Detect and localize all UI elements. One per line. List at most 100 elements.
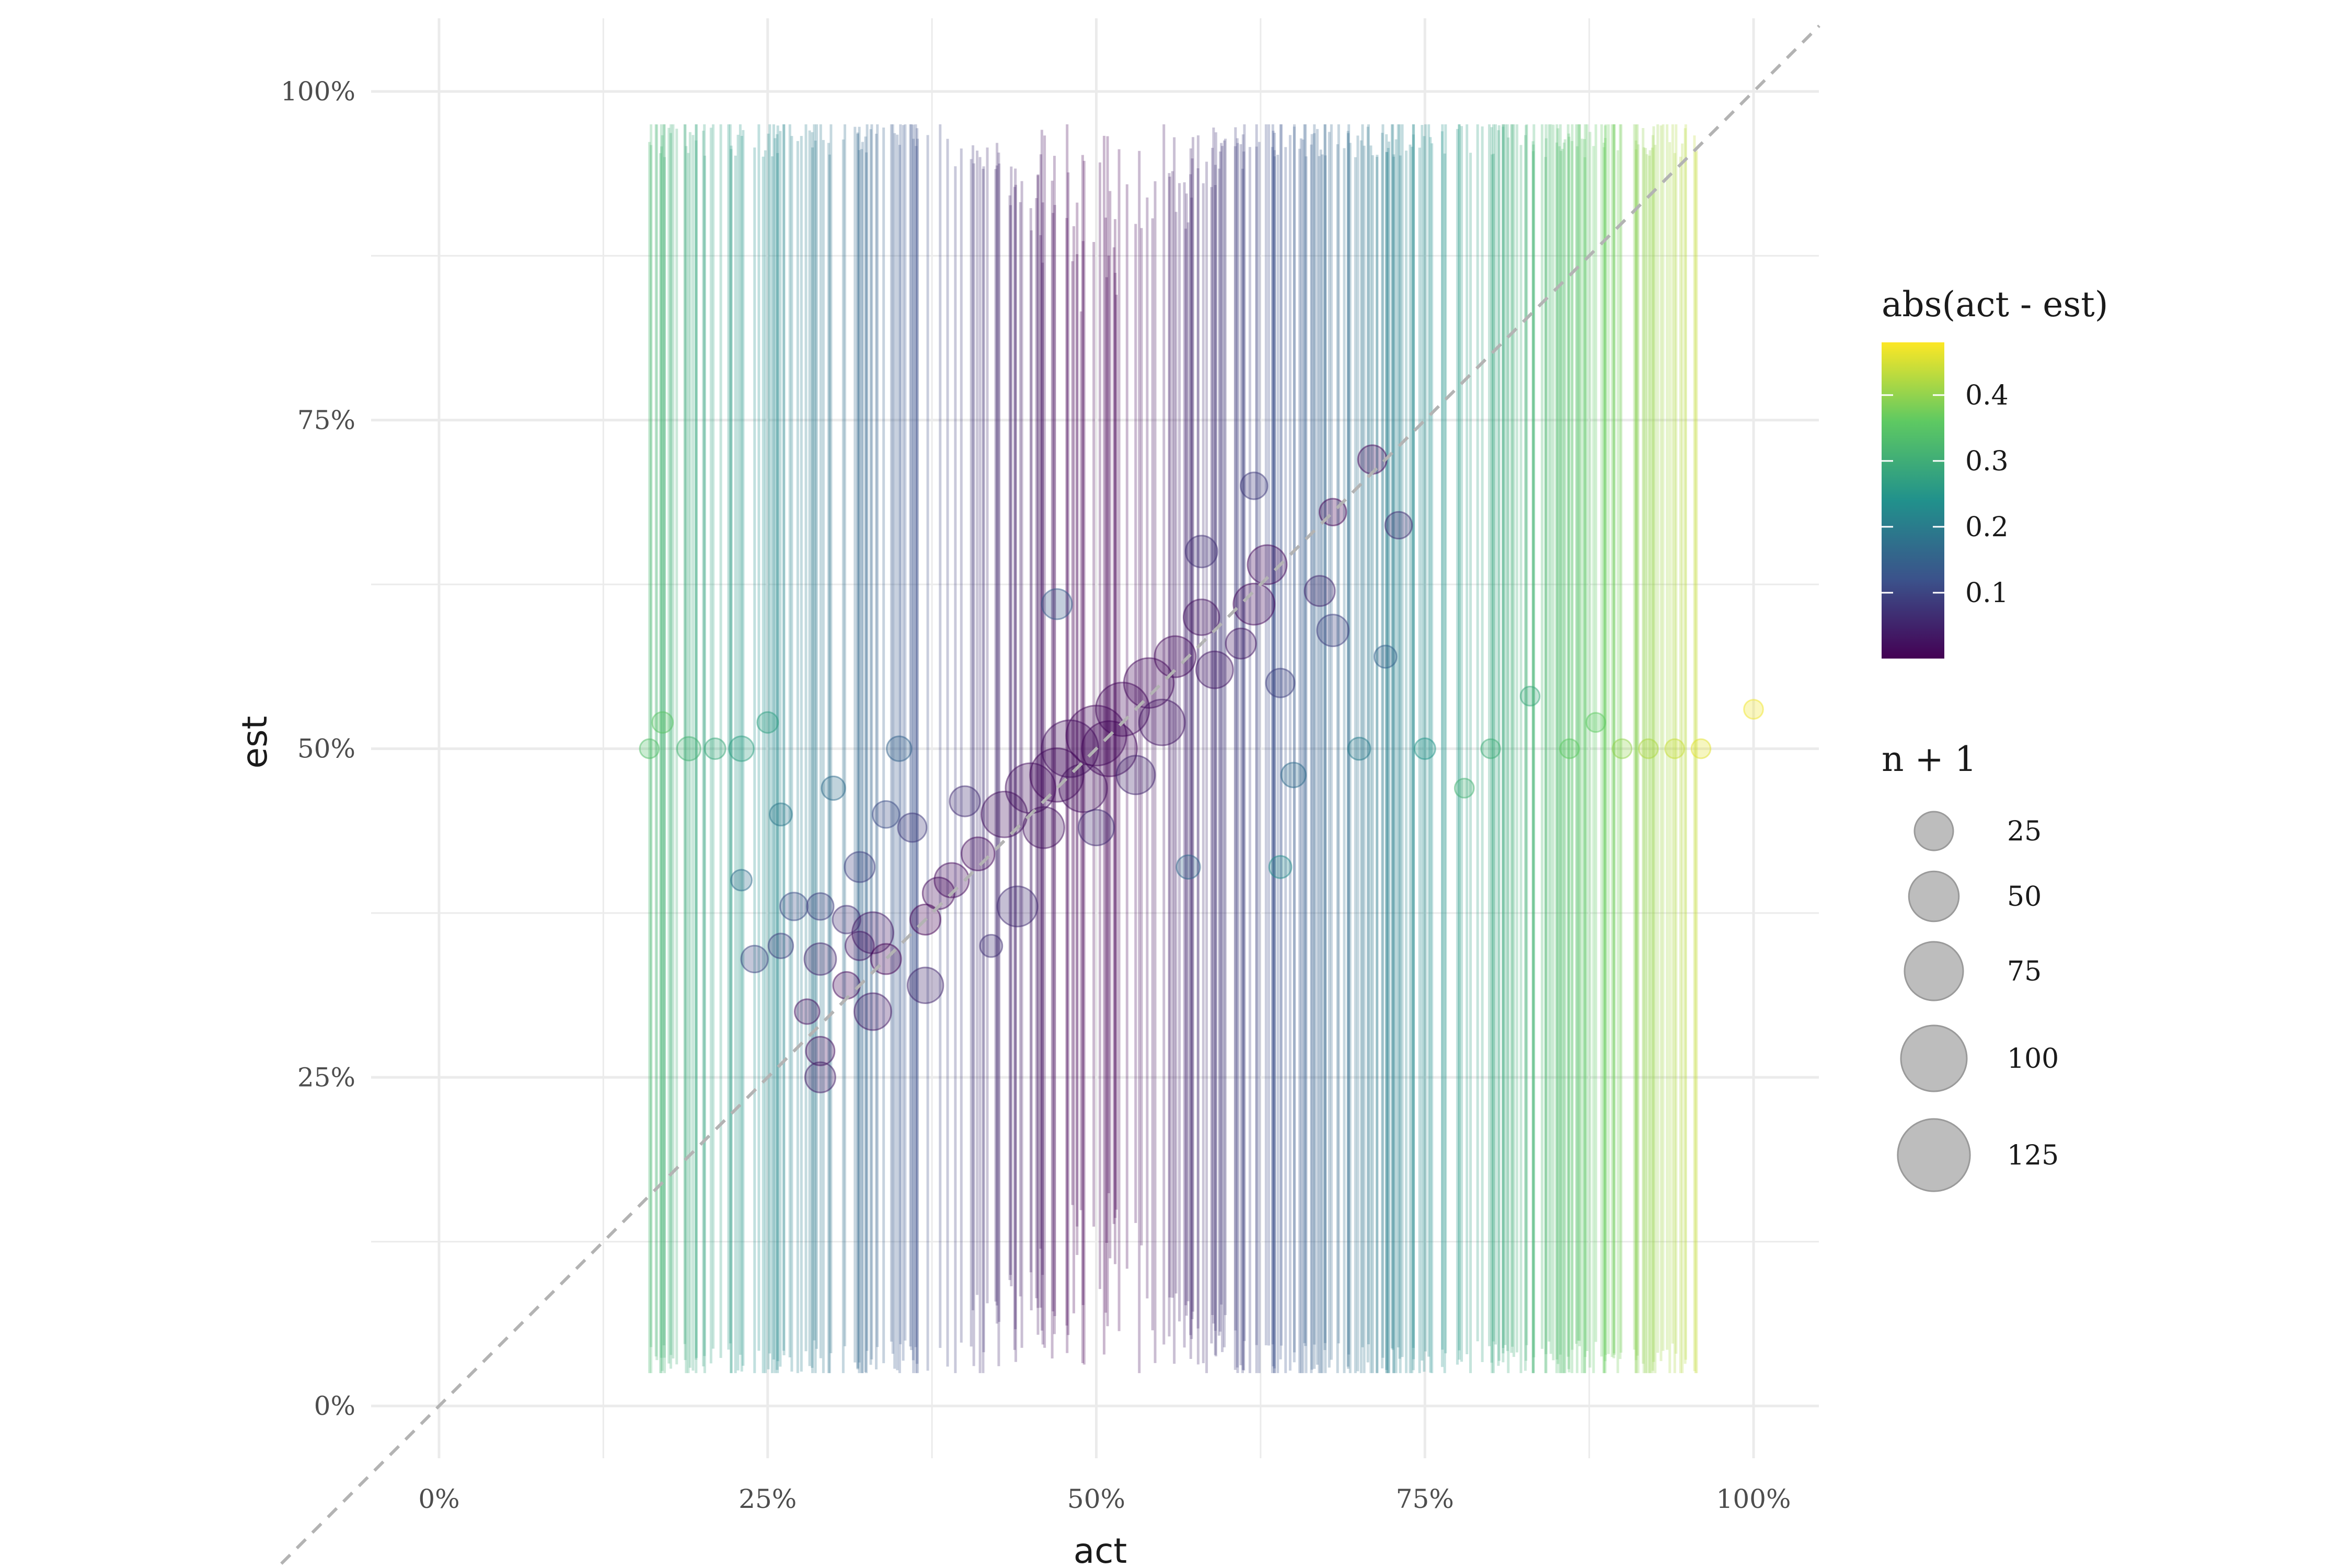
x-tick-label: 100% (1716, 1484, 1791, 1514)
data-point (728, 735, 755, 762)
color-bar (1882, 342, 1944, 659)
data-point (1268, 855, 1293, 879)
x-tick-label: 25% (739, 1484, 797, 1514)
data-point (1029, 747, 1085, 803)
size-legend: n + 1 25 50 75 100 125 (1882, 739, 2059, 1192)
color-legend-title: abs(act - est) (1882, 284, 2108, 325)
data-point (1347, 736, 1371, 761)
data-point (1232, 582, 1276, 626)
data-point (1182, 598, 1220, 636)
size-legend-title: n + 1 (1882, 739, 1977, 779)
data-point (1373, 644, 1398, 669)
data-point (851, 911, 894, 954)
y-tick-label: 75% (297, 405, 355, 435)
data-point (793, 998, 821, 1025)
data-point (871, 800, 901, 829)
data-point (1041, 588, 1073, 620)
size-legend-label: 50 (2007, 881, 2042, 913)
data-point (996, 885, 1039, 928)
data-point (1585, 712, 1607, 733)
size-legend-label: 100 (2007, 1043, 2059, 1075)
x-tick-label: 0% (418, 1484, 459, 1514)
y-tick-label: 100% (281, 76, 355, 107)
data-point (1664, 738, 1685, 759)
data-point (1454, 778, 1475, 799)
y-tick-label: 25% (297, 1062, 355, 1092)
data-point (1280, 762, 1307, 789)
data-point (821, 775, 846, 801)
data-point (1304, 575, 1336, 607)
data-point (1077, 809, 1115, 847)
data-point (805, 1036, 836, 1066)
data-point (1081, 720, 1138, 777)
data-point (1265, 667, 1296, 698)
color-legend-label: 0.1 (1965, 578, 2009, 609)
data-point (779, 892, 809, 921)
color-legend-labels: 0.4 0.3 0.2 0.1 (1882, 380, 2009, 609)
data-point (844, 851, 876, 883)
size-legend-circle (1904, 941, 1964, 1001)
data-point (639, 738, 660, 759)
color-legend-label: 0.2 (1965, 512, 2009, 543)
data-point (1638, 738, 1659, 759)
data-point (767, 932, 794, 959)
data-point (886, 735, 913, 762)
data-point (704, 737, 727, 760)
data-point (806, 892, 835, 921)
data-point (1413, 737, 1436, 760)
data-point (1115, 755, 1156, 795)
y-tick-label: 50% (297, 734, 355, 764)
size-legend-items: 25 50 75 100 125 (1897, 811, 2059, 1192)
data-point (804, 1061, 836, 1093)
data-point (1743, 699, 1764, 720)
data-point (1022, 806, 1065, 849)
x-axis-title: act (1074, 1531, 1127, 1568)
data-point (1184, 535, 1218, 569)
data-point (1123, 657, 1175, 709)
data-point (906, 966, 944, 1004)
x-axis-ticks: 0% 25% 50% 75% 100% (418, 1484, 1791, 1514)
x-tick-label: 75% (1396, 1484, 1454, 1514)
data-point (1175, 854, 1201, 880)
data-point (979, 933, 1004, 958)
data-point (769, 802, 793, 827)
size-legend-label: 125 (2007, 1140, 2059, 1171)
data-point (1095, 682, 1150, 737)
data-point (1154, 635, 1197, 678)
data-point (676, 736, 701, 762)
data-point (1611, 738, 1633, 759)
data-point (1480, 738, 1501, 759)
y-tick-label: 0% (314, 1391, 355, 1421)
data-point (1225, 627, 1257, 660)
data-point (651, 711, 674, 734)
data-point (921, 877, 955, 910)
data-point (960, 836, 996, 871)
data-point (1316, 614, 1350, 648)
identity-reference-line (280, 25, 1820, 1565)
data-point (1247, 544, 1288, 585)
data-point (1240, 471, 1269, 500)
data-point (1690, 738, 1712, 759)
size-legend-circle (1900, 1024, 1968, 1092)
size-legend-label: 75 (2007, 956, 2042, 987)
data-point (1519, 686, 1541, 707)
data-point (1357, 444, 1388, 475)
y-axis-ticks: 0% 25% 50% 75% 100% (281, 76, 355, 1421)
data-point (1384, 511, 1413, 540)
data-point (1195, 650, 1234, 689)
data-point (803, 942, 837, 976)
size-legend-circle (1897, 1118, 1971, 1192)
color-legend-label: 0.4 (1965, 380, 2009, 411)
data-point (730, 869, 753, 892)
data-point (933, 862, 970, 898)
data-point (1559, 738, 1580, 759)
data-point (1058, 763, 1108, 813)
data-point (832, 971, 861, 1000)
data-point (949, 785, 981, 817)
data-point (740, 944, 769, 974)
size-legend-circle (1913, 811, 1954, 851)
size-legend-circle (1908, 870, 1960, 923)
x-tick-label: 50% (1067, 1484, 1125, 1514)
y-axis-title: est (235, 716, 275, 769)
